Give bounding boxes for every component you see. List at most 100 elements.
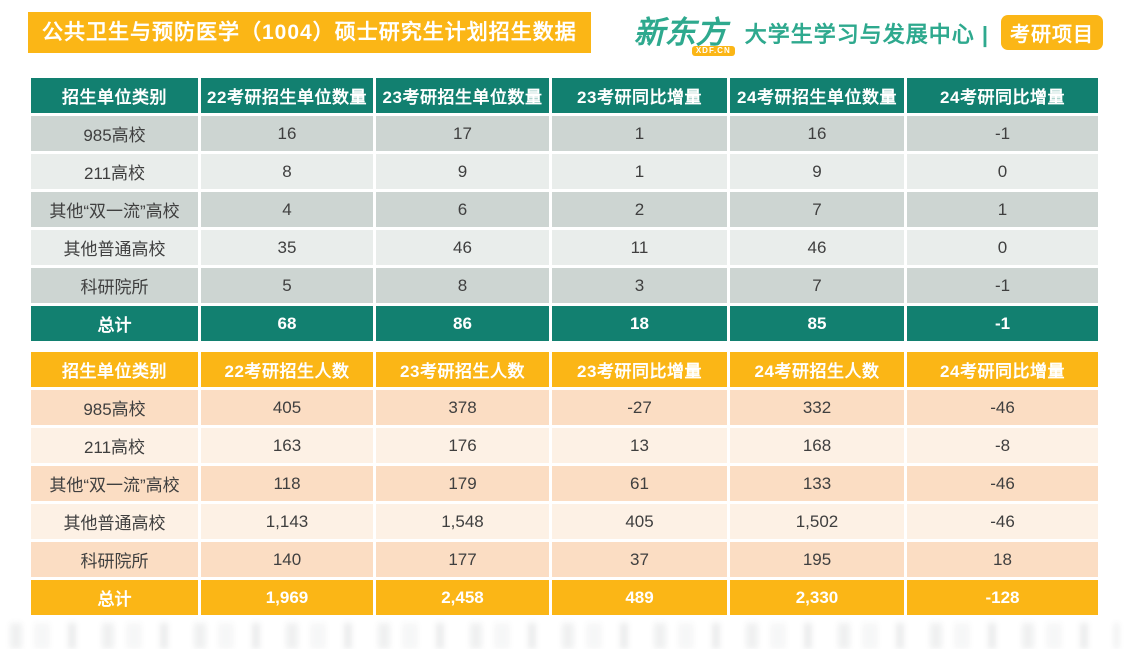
table-cell: 6 — [376, 192, 549, 227]
table-cell: 4 — [201, 192, 373, 227]
column-header: 24考研招生单位数量 — [730, 78, 904, 113]
row-label: 211高校 — [31, 154, 198, 189]
table-cell: 9 — [376, 154, 549, 189]
page-title: 公共卫生与预防医学（1004）硕士研究生计划招生数据 — [28, 12, 591, 54]
table-cell: 378 — [376, 390, 549, 425]
column-header: 23考研同比增量 — [552, 78, 727, 113]
table-cell: 37 — [552, 542, 727, 577]
row-label: 科研院所 — [31, 268, 198, 303]
table-cell: 9 — [730, 154, 904, 189]
total-cell: 2,458 — [376, 580, 549, 615]
table-cell: 1,143 — [201, 504, 373, 539]
table-cell: -46 — [907, 390, 1098, 425]
row-label: 985高校 — [31, 116, 198, 151]
table-cell: 46 — [730, 230, 904, 265]
row-label: 科研院所 — [31, 542, 198, 577]
total-cell: -128 — [907, 580, 1098, 615]
column-header: 22考研招生人数 — [201, 352, 373, 387]
xdf-logo: 新东方 XDF.CN — [633, 15, 735, 57]
table-cell: 179 — [376, 466, 549, 501]
table-row: 其他普通高校 35 46 11 46 0 — [31, 230, 1098, 265]
total-label: 总计 — [31, 580, 198, 615]
row-label: 其他普通高校 — [31, 504, 198, 539]
row-label: 其他“双一流”高校 — [31, 192, 198, 227]
column-header: 23考研同比增量 — [552, 352, 727, 387]
table-cell: 1 — [552, 154, 727, 189]
table-cell: -27 — [552, 390, 727, 425]
table-cell: 118 — [201, 466, 373, 501]
column-header: 24考研招生人数 — [730, 352, 904, 387]
table-cell: 8 — [201, 154, 373, 189]
table-cell: 17 — [376, 116, 549, 151]
table-cell: 8 — [376, 268, 549, 303]
row-label: 其他普通高校 — [31, 230, 198, 265]
table-row: 科研院所 5 8 3 7 -1 — [31, 268, 1098, 303]
units-table: 招生单位类别 22考研招生单位数量 23考研招生单位数量 23考研同比增量 24… — [28, 75, 1101, 344]
total-row: 总计 1,969 2,458 489 2,330 -128 — [31, 580, 1098, 615]
table-cell: 18 — [907, 542, 1098, 577]
table-cell: -1 — [907, 116, 1098, 151]
table-row: 211高校 8 9 1 9 0 — [31, 154, 1098, 189]
table-row: 其他“双一流”高校 4 6 2 7 1 — [31, 192, 1098, 227]
xdf-logo-tag: XDF.CN — [691, 46, 735, 57]
table-cell: -46 — [907, 504, 1098, 539]
total-cell: 86 — [376, 306, 549, 341]
table-cell: 195 — [730, 542, 904, 577]
column-header: 招生单位类别 — [31, 352, 198, 387]
column-header: 22考研招生单位数量 — [201, 78, 373, 113]
table-cell: 46 — [376, 230, 549, 265]
table-cell: -46 — [907, 466, 1098, 501]
table-cell: 13 — [552, 428, 727, 463]
total-row: 总计 68 86 18 85 -1 — [31, 306, 1098, 341]
table-cell: 5 — [201, 268, 373, 303]
row-label: 211高校 — [31, 428, 198, 463]
table-cell: 2 — [552, 192, 727, 227]
table-cell: 0 — [907, 230, 1098, 265]
table-cell: 16 — [201, 116, 373, 151]
column-header: 23考研招生人数 — [376, 352, 549, 387]
table-cell: 405 — [201, 390, 373, 425]
column-header: 23考研招生单位数量 — [376, 78, 549, 113]
brand-center-text: 大学生学习与发展中心 | — [744, 21, 989, 47]
table-cell: 140 — [201, 542, 373, 577]
table-row: 其他“双一流”高校 118 179 61 133 -46 — [31, 466, 1098, 501]
table-row: 科研院所 140 177 37 195 18 — [31, 542, 1098, 577]
table-cell: 163 — [201, 428, 373, 463]
table-cell: 332 — [730, 390, 904, 425]
kaoyan-badge: 考研项目 — [1001, 15, 1103, 51]
table-cell: 61 — [552, 466, 727, 501]
xdf-logo-text: 新东方 — [633, 15, 727, 51]
row-label: 985高校 — [31, 390, 198, 425]
brand-block: 新东方 XDF.CN 大学生学习与发展中心 | 考研项目 — [633, 15, 1105, 57]
table-cell: 1,548 — [376, 504, 549, 539]
table-cell: 0 — [907, 154, 1098, 189]
total-cell: 18 — [552, 306, 727, 341]
table-cell: 177 — [376, 542, 549, 577]
table-cell: 1 — [552, 116, 727, 151]
table-cell: 7 — [730, 192, 904, 227]
total-cell: 2,330 — [730, 580, 904, 615]
column-header: 招生单位类别 — [31, 78, 198, 113]
table-cell: 133 — [730, 466, 904, 501]
students-table: 招生单位类别 22考研招生人数 23考研招生人数 23考研同比增量 24考研招生… — [28, 349, 1101, 618]
table-cell: 1,502 — [730, 504, 904, 539]
table-cell: 3 — [552, 268, 727, 303]
table-cell: 7 — [730, 268, 904, 303]
table-cell: -1 — [907, 268, 1098, 303]
table-cell: 16 — [730, 116, 904, 151]
row-label: 其他“双一流”高校 — [31, 466, 198, 501]
units-table-header-row: 招生单位类别 22考研招生单位数量 23考研招生单位数量 23考研同比增量 24… — [31, 78, 1098, 113]
total-cell: 85 — [730, 306, 904, 341]
total-cell: 1,969 — [201, 580, 373, 615]
table-cell: -8 — [907, 428, 1098, 463]
table-row: 985高校 405 378 -27 332 -46 — [31, 390, 1098, 425]
table-row: 985高校 16 17 1 16 -1 — [31, 116, 1098, 151]
total-cell: -1 — [907, 306, 1098, 341]
total-label: 总计 — [31, 306, 198, 341]
total-cell: 489 — [552, 580, 727, 615]
table-cell: 176 — [376, 428, 549, 463]
table-cell: 168 — [730, 428, 904, 463]
table-cell: 35 — [201, 230, 373, 265]
page-header: 公共卫生与预防医学（1004）硕士研究生计划招生数据 新东方 XDF.CN 大学… — [28, 12, 1105, 57]
watermark-reflection — [10, 623, 1119, 649]
